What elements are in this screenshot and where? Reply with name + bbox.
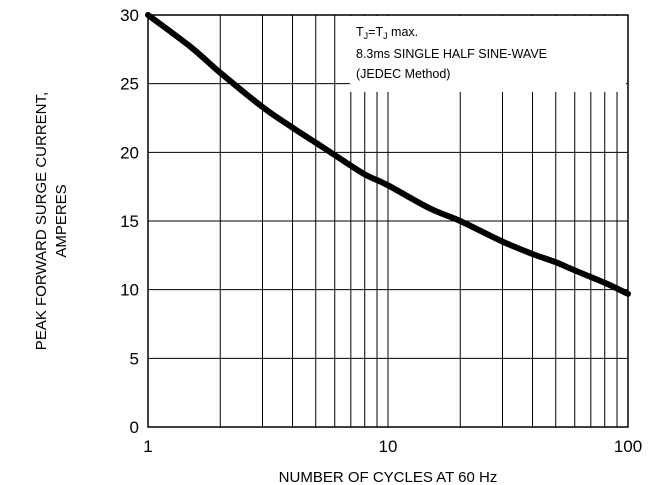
annotation-condition: TJ=TJ max. bbox=[356, 25, 418, 41]
x-tick-label: 10 bbox=[379, 437, 398, 456]
y-tick-label: 25 bbox=[120, 75, 139, 94]
series-line bbox=[145, 12, 631, 297]
y-tick-label: 20 bbox=[120, 143, 139, 162]
grid-lines bbox=[148, 14, 628, 428]
y-tick-labels: 0 5 10 15 20 25 30 bbox=[120, 6, 139, 437]
plot-frame bbox=[147, 14, 629, 428]
y-tick-label: 0 bbox=[130, 418, 139, 437]
y-tick-label: 10 bbox=[120, 281, 139, 300]
annotation-box bbox=[350, 16, 626, 92]
x-tick-label: 1 bbox=[143, 437, 152, 456]
y-tick-label: 5 bbox=[130, 349, 139, 368]
annotation-line-2: (JEDEC Method) bbox=[356, 67, 450, 81]
y-tick-label: 15 bbox=[120, 212, 139, 231]
y-axis-label-line-2: AMPERES bbox=[53, 184, 70, 257]
x-axis-label: NUMBER OF CYCLES AT 60 Hz bbox=[279, 469, 498, 485]
annotation-line-1: 8.3ms SINGLE HALF SINE-WAVE bbox=[356, 47, 547, 61]
x-tick-labels: 1 10 100 bbox=[143, 437, 642, 456]
y-axis-label-line-1: PEAK FORWARD SURGE CURRENT, bbox=[33, 92, 50, 350]
y-tick-label: 30 bbox=[120, 6, 139, 25]
x-tick-label: 100 bbox=[614, 437, 642, 456]
